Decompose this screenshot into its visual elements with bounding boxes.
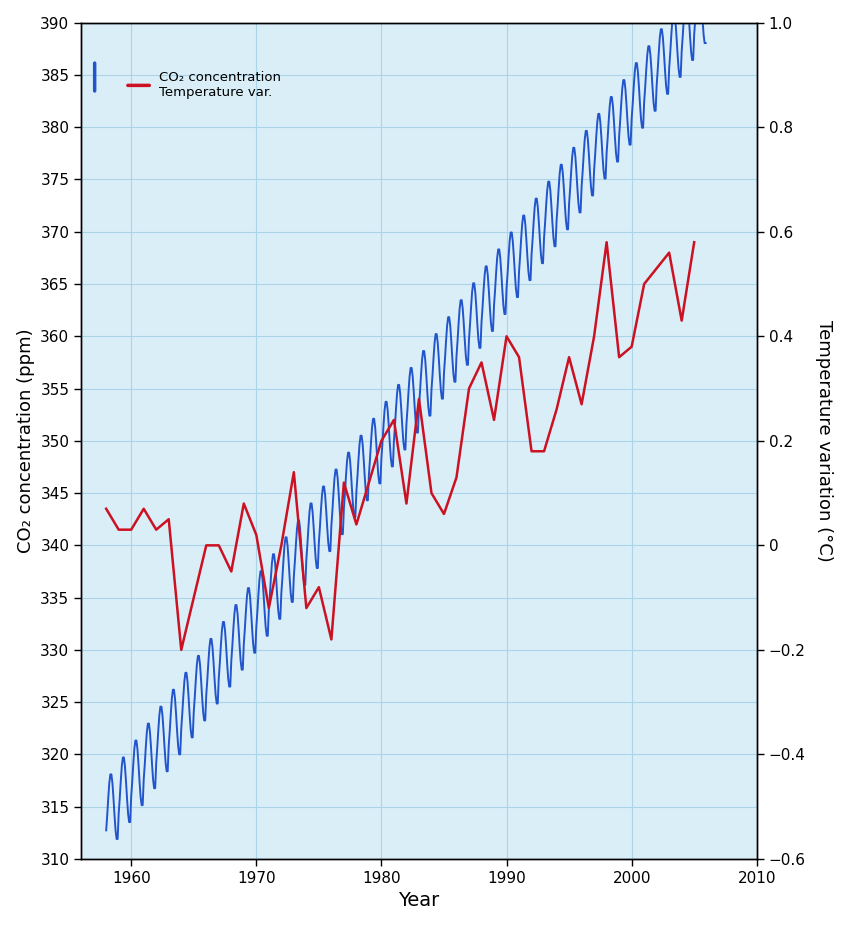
- Text: Temperature var.: Temperature var.: [159, 86, 272, 99]
- Y-axis label: Temperature variation (°C): Temperature variation (°C): [815, 320, 833, 562]
- Y-axis label: CO₂ concentration (ppm): CO₂ concentration (ppm): [17, 328, 35, 553]
- X-axis label: Year: Year: [399, 892, 439, 910]
- Text: CO₂ concentration: CO₂ concentration: [159, 70, 280, 83]
